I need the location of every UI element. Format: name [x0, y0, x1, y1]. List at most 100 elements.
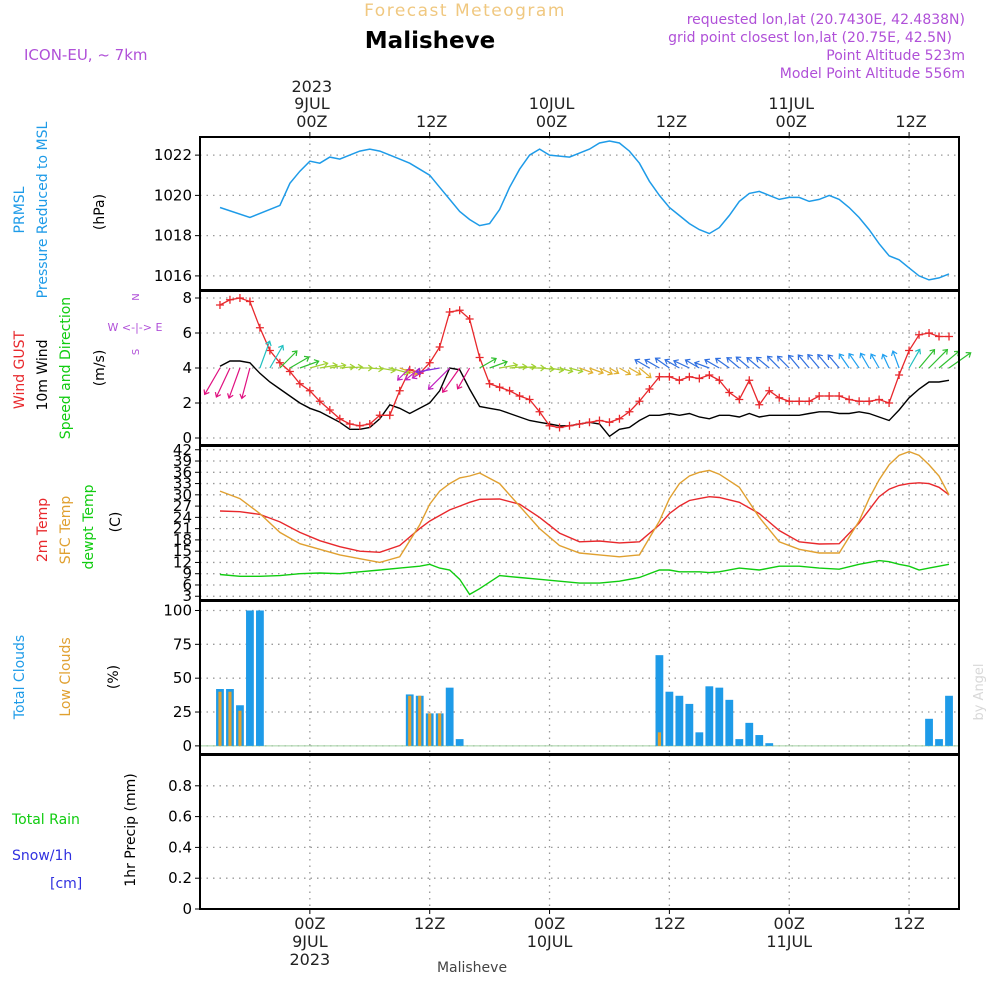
wind-arrow — [714, 357, 730, 369]
low-cloud-bar — [218, 691, 222, 746]
gust-marker — [285, 367, 294, 376]
total-cloud-bar — [725, 699, 734, 746]
precip-labels: Total Rain Snow/1h [cm] 1hr Precip (mm) — [11, 773, 139, 892]
wind-arrow — [415, 367, 440, 375]
rain-label: Total Rain — [11, 812, 80, 828]
wind-arrow — [519, 363, 537, 371]
gust-marker — [755, 400, 764, 409]
y-tick-label: 4 — [182, 359, 192, 377]
wind-arrow — [890, 350, 900, 369]
compass-s: S — [131, 349, 142, 355]
y-tick-label: 24 — [173, 508, 192, 526]
model-label: ICON-EU, ~ 7km — [24, 46, 148, 64]
y-tick-label: 42 — [173, 441, 192, 459]
gust-marker — [935, 332, 944, 341]
total-cloud-bar — [655, 655, 664, 746]
gust-marker — [775, 393, 784, 402]
low-cloud-bar — [408, 695, 412, 746]
sfc-temp-line — [219, 450, 950, 564]
gust-marker — [455, 306, 464, 315]
total-cloud-bar — [765, 743, 774, 746]
wind-arrow — [427, 367, 451, 390]
wind-arrow — [269, 344, 285, 369]
gust-marker — [835, 392, 844, 400]
wind-arrow — [807, 353, 820, 369]
low-cloud-bar — [228, 691, 232, 746]
gust-marker — [805, 397, 814, 406]
credit: by Angel — [972, 663, 987, 720]
y-tick-label: 12 — [173, 553, 192, 571]
gust-marker — [685, 372, 694, 381]
dewpoint-line — [219, 559, 950, 596]
wind-arrow — [396, 367, 411, 381]
y-tick-label: 100 — [163, 601, 192, 619]
snow-label: Snow/1h — [12, 848, 72, 864]
y-tick-label: 1020 — [154, 186, 192, 204]
top-hour-label: 00Z — [536, 112, 567, 131]
t2m-line — [219, 482, 950, 554]
bottom-hour-label: 00Z — [774, 914, 805, 933]
wind-arrow — [672, 359, 690, 369]
wind-arrow — [817, 353, 830, 369]
wind-arrow — [559, 367, 574, 374]
gust-marker — [625, 407, 634, 416]
bottom-date-label: 11JUL — [766, 932, 812, 951]
wind-arrow — [456, 367, 471, 390]
gust-marker — [705, 371, 714, 379]
wind-arrow — [797, 354, 810, 369]
bottom-hour-label: 00Z — [294, 914, 325, 933]
wind-arrow — [309, 360, 329, 369]
gust-marker — [665, 372, 674, 381]
point-altitude: Point Altitude 523m — [826, 48, 965, 64]
top-date-label: 11JUL — [768, 94, 814, 113]
wind-arrow — [619, 367, 632, 376]
wind-arrow — [644, 358, 660, 369]
y-tick-label: 0.6 — [168, 808, 192, 826]
y-tick-label: 0 — [182, 737, 192, 755]
y-tick-label: 18 — [173, 531, 192, 549]
gust-marker — [265, 346, 274, 355]
temp-labels: 2m Temp SFC Temp dewpt Temp (C) — [35, 484, 124, 569]
gust-marker — [225, 295, 234, 304]
wind-arrow — [938, 350, 960, 369]
y-tick-label: 8 — [182, 289, 192, 307]
wind10-label: 10m Wind — [35, 339, 51, 410]
wind-arrow — [579, 367, 594, 375]
low-cloud-bar — [418, 695, 422, 746]
gust-marker — [245, 297, 254, 306]
bottom-date-label: 10JUL — [527, 932, 573, 951]
wind-arrow — [227, 367, 241, 400]
gust-marker — [525, 395, 534, 404]
gust-marker — [395, 386, 404, 395]
gust-marker — [745, 376, 754, 385]
wind-arrow — [442, 367, 461, 394]
wind-arrow — [239, 367, 251, 400]
wind-arrow — [693, 360, 710, 369]
gust-marker — [905, 346, 914, 355]
wind-arrow — [629, 367, 642, 376]
gust-marker — [355, 421, 364, 430]
requested-coords: requested lon,lat (20.7430E, 42.4838N) — [687, 12, 965, 28]
total-cloud-bar — [455, 739, 464, 746]
gust-marker — [875, 395, 884, 404]
gust-marker — [335, 414, 344, 423]
wind-arrow — [908, 348, 921, 369]
y-tick-label: 1018 — [154, 227, 192, 245]
gust-marker — [575, 420, 584, 428]
snow-unit: [cm] — [50, 876, 82, 892]
panel-frame — [199, 754, 960, 910]
wind-gust-label: Wind GUST — [12, 330, 28, 409]
low-cloud-bar — [657, 732, 661, 746]
gust-marker — [475, 353, 484, 362]
gust-marker — [605, 418, 614, 427]
wind-arrow — [289, 355, 310, 369]
y-tick-label: 39 — [173, 452, 192, 470]
top-hour-label: 00Z — [296, 112, 327, 131]
y-tick-label: 6 — [182, 576, 192, 594]
wind-arrow — [639, 367, 652, 379]
wind-arrow — [609, 367, 620, 375]
gust-marker — [545, 421, 554, 430]
gust-marker — [295, 379, 304, 388]
